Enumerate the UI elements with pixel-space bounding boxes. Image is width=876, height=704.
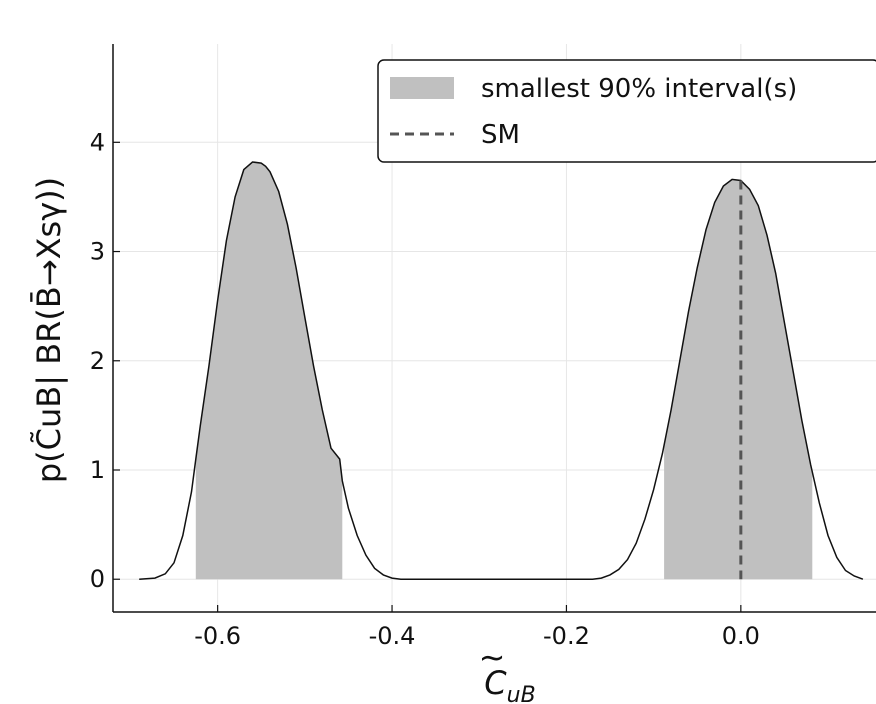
legend-label-interval: smallest 90% interval(s): [481, 74, 797, 104]
svg-text:p(C̃uB| BR(B̄→Xsγ)): p(C̃uB| BR(B̄→Xsγ)): [29, 177, 68, 483]
y-tick-label-4: 4: [90, 128, 105, 156]
x-tick-label-3: 0.0: [722, 622, 760, 650]
x-axis-title: CuB ~: [479, 638, 536, 704]
y-tick-label-1: 1: [90, 456, 105, 484]
density-line: [139, 161, 864, 580]
interval-area-0: [195, 162, 343, 580]
legend-swatch-interval: [390, 77, 454, 99]
legend-box: [377, 59, 876, 163]
y-tick-label-3: 3: [90, 238, 105, 266]
y-tick-label-0: 0: [90, 565, 105, 593]
x-tick-label-2: -0.2: [543, 622, 590, 650]
x-tick-label-0: -0.6: [194, 622, 241, 650]
svg-text:CuB: CuB: [484, 664, 535, 704]
legend-label-sm: SM: [481, 120, 520, 150]
density-curve: [139, 161, 864, 580]
tick-labels: -0.6 -0.4 -0.2 0.0 0 1 2 3 4: [90, 128, 760, 650]
axes: [112, 44, 876, 613]
svg-text:~: ~: [479, 638, 506, 676]
y-axis-title: p(C̃uB| BR(B̄→Xsγ)): [29, 177, 68, 483]
interval-area-1: [664, 179, 813, 580]
legend: smallest 90% interval(s) SM: [377, 59, 876, 163]
y-tick-label-2: 2: [90, 347, 105, 375]
shaded-intervals: [195, 162, 813, 580]
x-tick-label-1: -0.4: [369, 622, 416, 650]
